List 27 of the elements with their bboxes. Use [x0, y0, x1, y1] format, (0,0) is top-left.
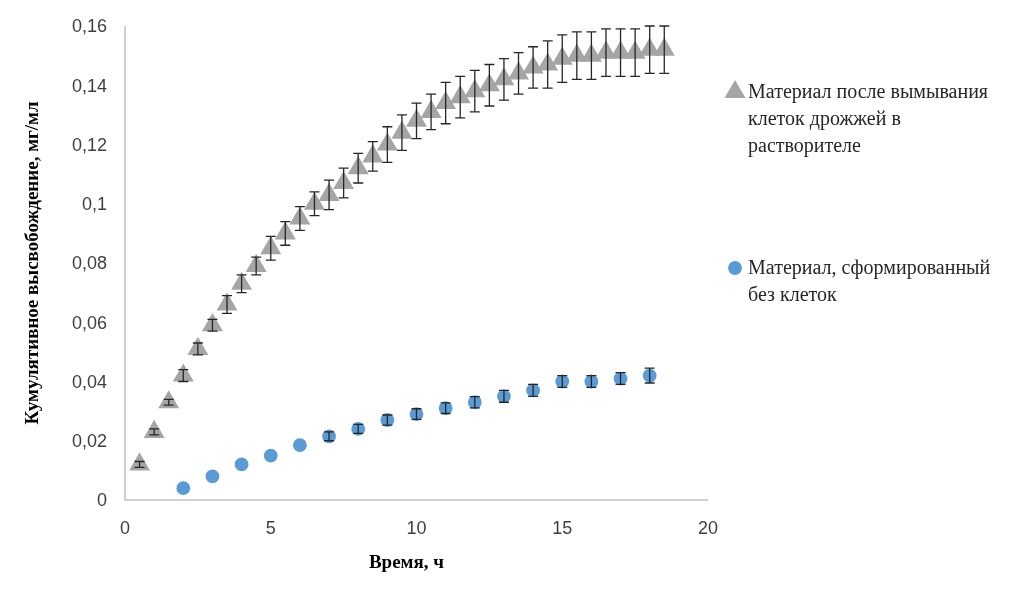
x-axis-title: Время, ч	[368, 551, 445, 572]
y-tick-label: 0,16	[71, 16, 107, 37]
point	[176, 481, 191, 496]
point	[376, 132, 398, 151]
point	[263, 448, 278, 463]
point	[333, 170, 355, 190]
point	[406, 108, 427, 127]
x-tick-label: 10	[406, 518, 427, 538]
y-tick-label: 0,02	[71, 431, 107, 452]
y-tick-label: 0	[96, 490, 107, 511]
y-tick-label: 0,06	[71, 312, 107, 333]
y-tick-label: 0,08	[71, 253, 107, 274]
x-tick-label: 0	[119, 518, 131, 538]
x-tick-label: 15	[552, 518, 573, 538]
y-axis-title: Кумулятивное высвобождение, мг/мл	[21, 101, 42, 425]
legend-label: Материал, сформированный без клеток	[748, 256, 991, 305]
y-tick-label: 0,12	[71, 134, 107, 155]
point	[205, 469, 220, 484]
point	[234, 457, 249, 472]
x-tick-label: 5	[265, 518, 276, 538]
y-tick-label: 0,1	[81, 194, 107, 215]
point	[653, 37, 675, 56]
y-tick-label: 0,14	[71, 75, 107, 96]
y-tick-label: 0,04	[71, 371, 107, 392]
x-tick-label: 20	[697, 518, 719, 538]
legend-label: Материал после вымывания клеток дрожжей в растворителе	[748, 80, 989, 157]
point	[292, 438, 307, 453]
